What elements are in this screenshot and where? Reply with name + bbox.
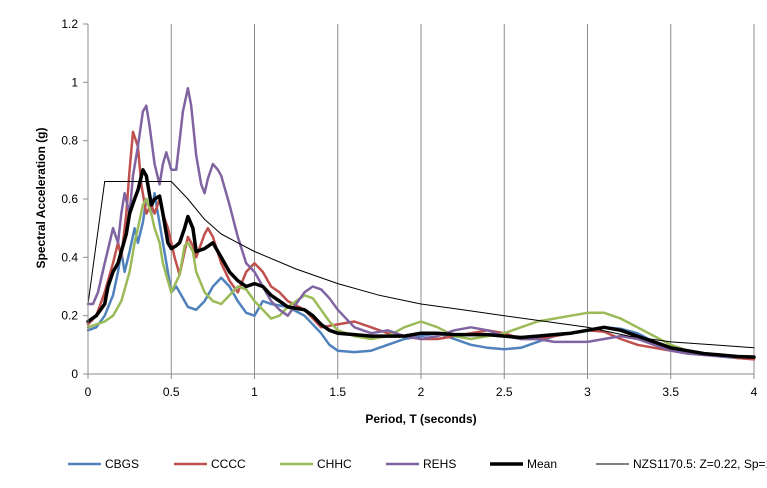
y-tick-label: 1 bbox=[71, 75, 78, 89]
series-line-nzs1170-5-z-0-22-sp-1 bbox=[87, 181, 755, 349]
series-line-rehs bbox=[86, 86, 756, 358]
axis-layer: 0 0.5 1 1.5 2 2.5 3 3.5 4 0 0.2 0.4 0.6 0.8 1 1.2 bbox=[61, 17, 757, 399]
legend-label-mean: Mean bbox=[527, 457, 557, 471]
legend-label-cbgs: CBGS bbox=[105, 457, 139, 471]
x-axis-title: Period, T (seconds) bbox=[365, 412, 476, 426]
legend: CBGS CCCC CHHC REHS Mean NZS1170.5: Z=0.22, S… bbox=[68, 457, 767, 471]
y-tick-label: 0.8 bbox=[61, 134, 78, 148]
series-line-mean bbox=[86, 168, 756, 359]
x-tick-label: 2 bbox=[418, 385, 425, 399]
y-tick-label: 0 bbox=[71, 367, 78, 381]
legend-label-rehs: REHS bbox=[423, 457, 456, 471]
y-axis-title: Spectral Acceleration (g) bbox=[34, 128, 48, 269]
legend-label-nzs1170-5-z-0-22-sp-1: NZS1170.5: Z=0.22, Sp=1 bbox=[633, 457, 767, 471]
x-tick-label: 3.5 bbox=[662, 385, 679, 399]
series-layer bbox=[86, 86, 756, 361]
y-tick-label: 0.2 bbox=[61, 309, 78, 323]
x-tick-label: 0.5 bbox=[163, 385, 180, 399]
grid-layer bbox=[170, 24, 755, 374]
x-tick-label: 1 bbox=[251, 385, 258, 399]
y-tick-label: 0.4 bbox=[61, 250, 78, 264]
x-tick-label: 3 bbox=[584, 385, 591, 399]
y-tick-label: 1.2 bbox=[61, 17, 78, 31]
x-tick-label: 0 bbox=[85, 385, 92, 399]
x-tick-label: 2.5 bbox=[496, 385, 513, 399]
legend-label-chhc: CHHC bbox=[317, 457, 352, 471]
y-tick-label: 0.6 bbox=[61, 192, 78, 206]
x-tick-label: 1.5 bbox=[329, 385, 346, 399]
x-tick-label: 4 bbox=[751, 385, 758, 399]
legend-label-cccc: CCCC bbox=[211, 457, 246, 471]
